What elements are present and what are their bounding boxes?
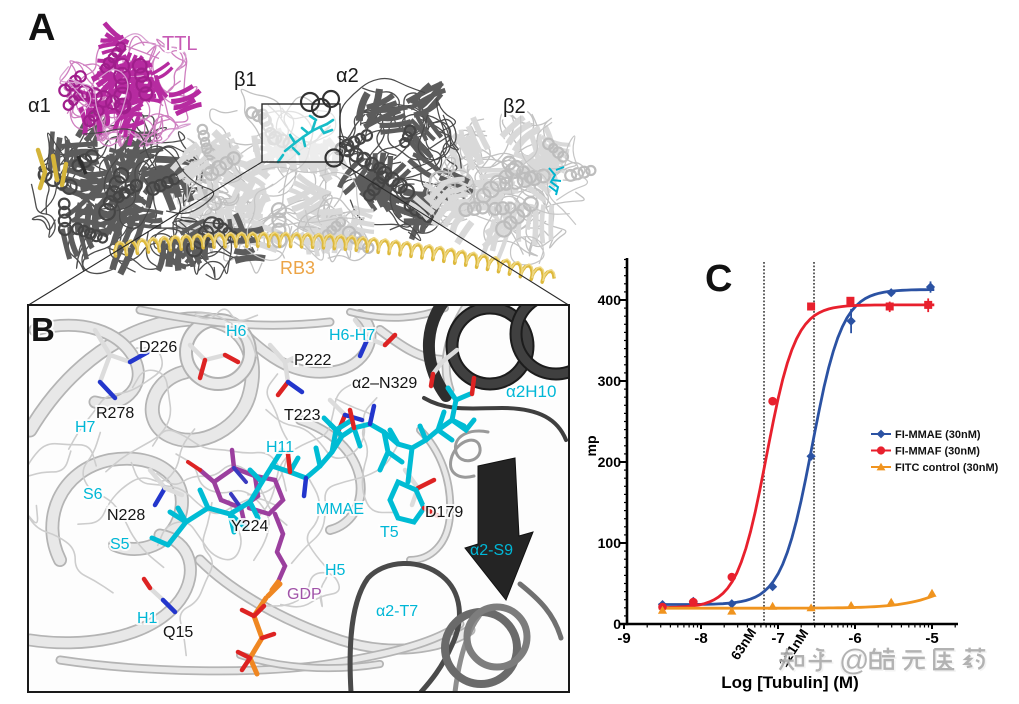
svg-text:FI-MMAF (30nM): FI-MMAF (30nM) (895, 446, 980, 458)
svg-text:β1: β1 (234, 69, 257, 91)
svg-text:β2: β2 (503, 96, 526, 118)
svg-text:α2–N329: α2–N329 (352, 375, 417, 392)
svg-text:H7: H7 (75, 419, 96, 436)
svg-text:H6: H6 (226, 323, 247, 340)
svg-text:P222: P222 (294, 352, 331, 369)
svg-text:D226: D226 (139, 339, 177, 356)
svg-text:H6-H7: H6-H7 (329, 327, 375, 344)
svg-text:B: B (31, 311, 55, 348)
svg-text:RB3: RB3 (280, 258, 315, 278)
svg-text:N228: N228 (107, 507, 145, 524)
svg-text:S6: S6 (83, 486, 103, 503)
svg-text:63nM: 63nM (728, 626, 759, 663)
svg-text:GDP: GDP (287, 586, 322, 603)
svg-text:H7: H7 (75, 419, 96, 436)
svg-text:H1: H1 (137, 610, 158, 627)
svg-text:α1: α1 (28, 95, 51, 117)
svg-text:0: 0 (613, 616, 621, 632)
svg-text:MMAE: MMAE (316, 501, 364, 518)
svg-text:R278: R278 (96, 405, 134, 422)
svg-text:P222: P222 (294, 352, 331, 369)
svg-text:T223: T223 (284, 407, 321, 424)
svg-text:D179: D179 (425, 504, 463, 521)
svg-text:T5: T5 (380, 524, 399, 541)
svg-text:H11: H11 (266, 439, 294, 456)
svg-text:GDP: GDP (287, 586, 322, 603)
svg-text:D179: D179 (425, 504, 463, 521)
svg-text:β1: β1 (234, 69, 257, 91)
svg-text:-6: -6 (848, 630, 861, 647)
svg-text:T223: T223 (284, 407, 321, 424)
svg-text:-5: -5 (925, 630, 938, 647)
svg-text:H5: H5 (325, 562, 346, 579)
svg-text:α2-T7: α2-T7 (376, 603, 418, 620)
svg-text:-9: -9 (617, 630, 630, 647)
svg-text:D226: D226 (139, 339, 177, 356)
svg-text:TTL: TTL (162, 33, 198, 55)
svg-text:β2: β2 (503, 96, 526, 118)
svg-text:α2-T7: α2-T7 (376, 603, 418, 620)
svg-text:100: 100 (598, 535, 622, 551)
svg-text:α1: α1 (28, 95, 51, 117)
svg-text:FI-MMAE (30nM): FI-MMAE (30nM) (895, 429, 981, 441)
svg-text:H11: H11 (266, 439, 294, 456)
svg-text:-7: -7 (771, 630, 784, 647)
svg-text:300: 300 (598, 373, 622, 389)
svg-text:200: 200 (598, 454, 622, 470)
svg-text:Q15: Q15 (163, 624, 193, 641)
svg-text:H6: H6 (226, 323, 247, 340)
svg-text:H6-H7: H6-H7 (329, 327, 375, 344)
svg-text:A: A (28, 7, 55, 49)
svg-text:C: C (705, 258, 732, 300)
svg-text:TTL: TTL (162, 33, 198, 55)
svg-text:@: @ (838, 646, 868, 679)
svg-text:S5: S5 (110, 536, 130, 553)
svg-text:N228: N228 (107, 507, 145, 524)
svg-text:RB3: RB3 (280, 258, 315, 278)
svg-text:H5: H5 (325, 562, 346, 579)
svg-text:S5: S5 (110, 536, 130, 553)
svg-text:α2: α2 (336, 65, 359, 87)
svg-text:Y224: Y224 (231, 518, 268, 535)
svg-text:A: A (28, 7, 55, 49)
svg-text:α2: α2 (336, 65, 359, 87)
svg-text:-8: -8 (694, 630, 707, 647)
svg-text:R278: R278 (96, 405, 134, 422)
svg-text:Log [Tubulin] (M): Log [Tubulin] (M) (721, 673, 859, 692)
svg-text:FITC control (30nM): FITC control (30nM) (895, 462, 999, 474)
svg-text:B: B (31, 311, 55, 348)
svg-text:T5: T5 (380, 524, 399, 541)
svg-text:α2-S9: α2-S9 (470, 542, 513, 559)
svg-text:α2–N329: α2–N329 (352, 375, 417, 392)
svg-text:Y224: Y224 (231, 518, 268, 535)
svg-text:Q15: Q15 (163, 624, 193, 641)
svg-text:mp: mp (583, 436, 599, 457)
svg-text:400: 400 (598, 292, 622, 308)
svg-text:MMAE: MMAE (316, 501, 364, 518)
svg-text:H1: H1 (137, 610, 158, 627)
svg-text:S6: S6 (83, 486, 103, 503)
svg-text:@: @ (839, 644, 869, 677)
svg-text:α2H10: α2H10 (506, 382, 556, 401)
svg-text:α2H10: α2H10 (506, 382, 556, 401)
